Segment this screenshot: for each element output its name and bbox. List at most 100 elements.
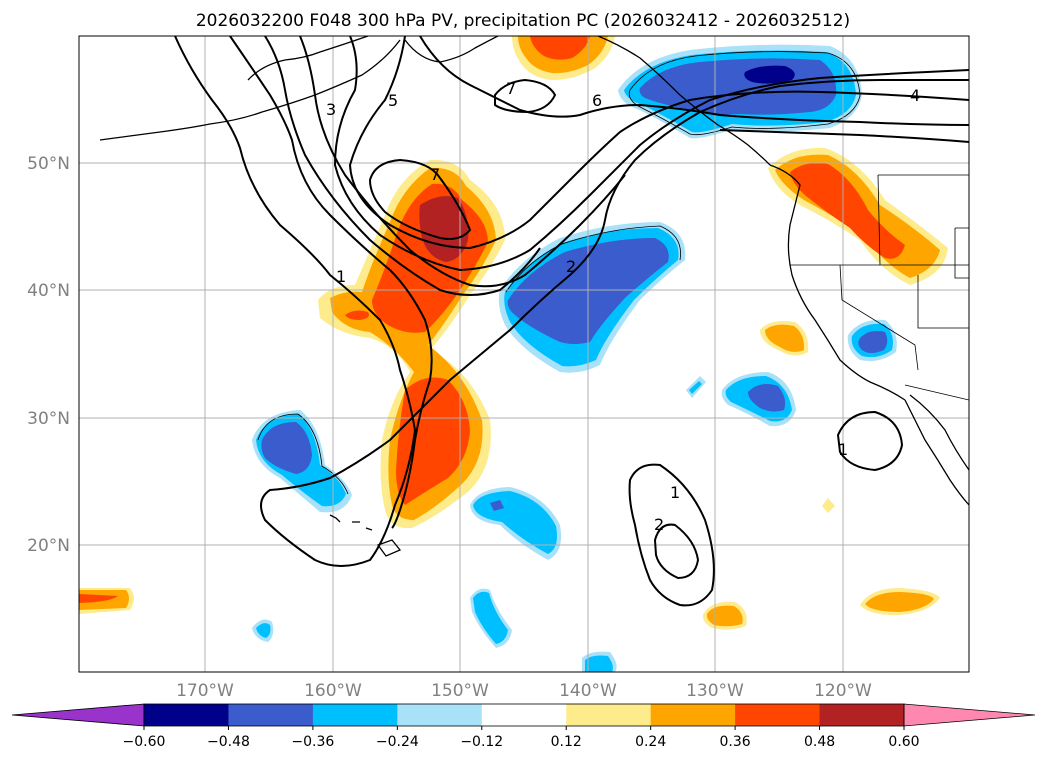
us-mexico-border xyxy=(904,384,969,401)
precip-band-south-red xyxy=(396,377,470,505)
colorbar-tick-label: 0.36 xyxy=(720,734,751,750)
precip-west-blue-core xyxy=(261,422,312,474)
pv-contour-4a xyxy=(299,36,626,288)
colorbar-tick-label: −0.12 xyxy=(460,734,503,750)
alaska-south-coast xyxy=(404,36,499,63)
pv-contour-1-baja xyxy=(836,410,904,472)
colorbar-tick-label: −0.36 xyxy=(291,734,334,750)
precip-bc-navy xyxy=(744,65,795,84)
lon-label-140w: 140°W xyxy=(559,681,617,701)
precip-bottom-cyan xyxy=(585,655,613,672)
lon-label-120w: 120°W xyxy=(814,681,872,701)
pv-contour-2-low xyxy=(653,523,700,580)
colorbar-tick-label: 0.48 xyxy=(804,734,835,750)
pv-contour-7a xyxy=(419,36,969,126)
alaska-peninsula xyxy=(247,36,369,81)
colorbar-box xyxy=(735,704,821,726)
pv-label-3: 3 xyxy=(326,100,336,119)
precip-south2-cyan xyxy=(473,591,508,644)
precip-se-orange xyxy=(865,592,934,612)
us-west-coast xyxy=(769,164,906,401)
pv-contour-8 xyxy=(719,129,969,143)
pv-contour-7-small xyxy=(494,78,557,114)
gulf-california xyxy=(909,394,969,471)
colorbar: −0.60 −0.48 −0.36 −0.24 −0.12 0.12 0.24 0.36 0.4… xyxy=(11,703,1036,750)
colorbar-extend-high xyxy=(903,703,1036,727)
colorbar-box xyxy=(397,704,483,726)
hawaii-big-island xyxy=(376,539,402,557)
precip-west-red xyxy=(79,594,118,603)
lat-label-50: 50°N xyxy=(27,154,70,174)
lon-labels: 170°W 160°W 150°W 140°W 130°W 120°W xyxy=(176,681,872,701)
pv-contour-6 xyxy=(348,36,969,250)
precip-ca-orange xyxy=(765,324,805,352)
colorbar-tick-label: −0.60 xyxy=(123,734,166,750)
pv-label-1-c: 1 xyxy=(838,440,848,459)
colorbar-tick-label: −0.48 xyxy=(207,734,250,750)
hawaii-islands xyxy=(352,521,373,531)
aleutian-chain xyxy=(99,39,401,141)
colorbar-box xyxy=(566,704,652,726)
precip-tiny-yellow xyxy=(822,498,835,513)
pv-contours xyxy=(174,36,969,607)
precip-tiny-sw-cyan xyxy=(256,623,271,638)
precip-baja-w-core xyxy=(748,384,786,412)
colorbar-tick-label: 0.60 xyxy=(888,734,919,750)
precip-core-darkred xyxy=(419,196,469,262)
pv-contour-5 xyxy=(333,36,969,272)
baja-coast xyxy=(904,399,969,506)
map-background xyxy=(79,36,969,672)
pv-contour-7-closed xyxy=(368,158,472,240)
hawaii-small xyxy=(329,514,341,523)
pv-contour-1b xyxy=(229,36,433,529)
colorbar-tick-label: 0.24 xyxy=(635,734,666,750)
map-frame xyxy=(78,35,970,673)
pv-contour-1-low xyxy=(628,463,715,607)
pv-label-2-a: 2 xyxy=(566,257,576,276)
precip-gulf-alaska-red xyxy=(530,36,590,60)
state-border-4 xyxy=(917,275,969,329)
precip-pnw-red xyxy=(790,163,905,259)
pv-contour-labels: 1 2 3 4 5 6 7 7 1 2 1 xyxy=(326,79,920,534)
colorbar-frame xyxy=(143,703,905,727)
pv-label-7-a: 7 xyxy=(506,79,516,98)
colorbar-extend-low xyxy=(11,703,145,727)
pv-label-1-b: 1 xyxy=(670,483,680,502)
pv-label-5: 5 xyxy=(388,91,398,110)
pv-label-1-a: 1 xyxy=(336,267,346,286)
precip-positive-anomalies xyxy=(79,36,948,630)
lon-label-160w: 160°W xyxy=(304,681,362,701)
state-border-3 xyxy=(839,264,919,371)
political-borders xyxy=(790,174,969,401)
precip-small-red xyxy=(345,310,369,320)
map-panel: 1 2 3 4 5 6 7 7 1 2 1 xyxy=(78,35,970,673)
precip-sw-us-core xyxy=(858,330,888,353)
pv-contour-3 xyxy=(264,36,541,296)
lon-label-170w: 170°W xyxy=(176,681,234,701)
colorbar-tick-label: −0.24 xyxy=(376,734,419,750)
precip-outline-contours xyxy=(257,51,861,495)
lat-label-30: 30°N xyxy=(27,409,70,429)
colorbar-box xyxy=(481,704,567,726)
gridlines xyxy=(79,36,969,672)
pv-label-6: 6 xyxy=(592,91,602,110)
lon-label-150w: 150°W xyxy=(431,681,489,701)
precip-s-orange xyxy=(706,605,743,627)
colorbar-box xyxy=(650,704,736,726)
colorbar-box xyxy=(228,704,314,726)
colorbar-box xyxy=(819,704,905,726)
pv-label-2-b: 2 xyxy=(654,515,664,534)
colorbar-tick-label: 0.12 xyxy=(551,734,582,750)
lat-labels: 50°N 40°N 30°N 20°N xyxy=(27,154,70,556)
colorbar-box xyxy=(312,704,398,726)
colorbar-box xyxy=(144,704,229,726)
pv-label-4: 4 xyxy=(910,86,920,105)
precip-south-core xyxy=(490,500,504,511)
state-border-5 xyxy=(954,227,969,279)
pv-label-7-b: 7 xyxy=(430,165,440,184)
lon-label-130w: 130°W xyxy=(686,681,744,701)
lat-label-20: 20°N xyxy=(27,536,70,556)
pv-contour-1 xyxy=(174,36,969,567)
map-title: 2026032200 F048 300 hPa PV, precipitatio… xyxy=(196,11,850,31)
